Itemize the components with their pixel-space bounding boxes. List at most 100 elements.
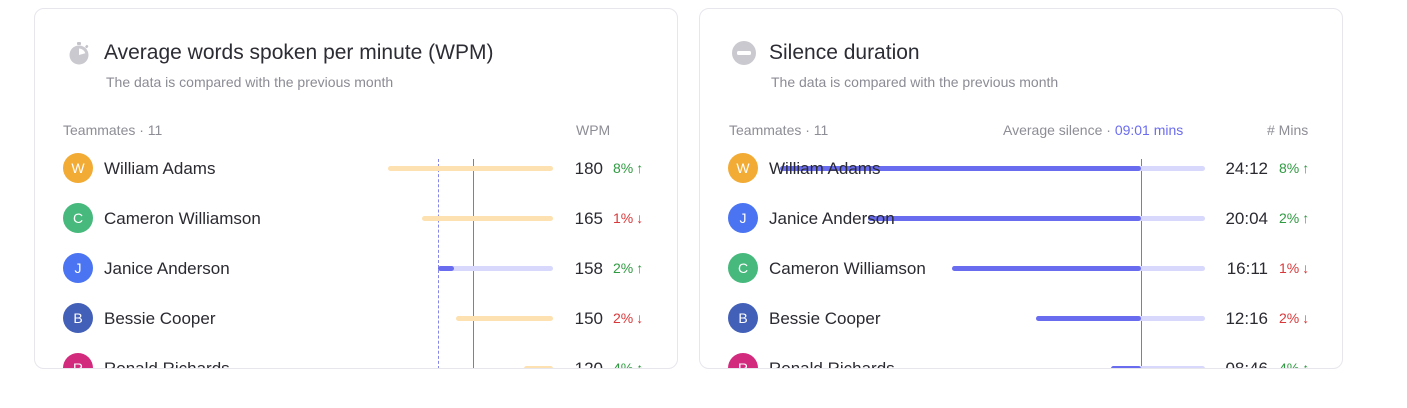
arrow-up-icon: ↑: [636, 160, 644, 176]
team-average-line: [473, 159, 474, 368]
teammate-name: Cameron Williamson: [104, 209, 261, 228]
avatar: C: [63, 203, 93, 233]
teammate-name: Bessie Cooper: [769, 309, 881, 328]
avatar: R: [63, 353, 93, 368]
wpm-column-header: WPM: [576, 122, 611, 138]
avatar: B: [63, 303, 93, 333]
teammate-name: William Adams: [769, 159, 881, 178]
change-badge: 4% ↑: [613, 360, 644, 369]
change-badge: 2% ↓: [1279, 310, 1309, 326]
teammate-name: Bessie Cooper: [104, 309, 216, 328]
teammate-name: Janice Anderson: [769, 209, 895, 228]
avatar: W: [728, 153, 758, 183]
arrow-up-icon: ↑: [1302, 210, 1310, 226]
teammate-name: Cameron Williamson: [769, 259, 926, 278]
arrow-up-icon: ↑: [1302, 360, 1310, 369]
change-badge: 2% ↑: [1279, 210, 1309, 226]
teammate-name: Ronald Richards: [104, 359, 230, 369]
change-percent: 2%: [1279, 210, 1300, 226]
metric-value: 150: [574, 309, 603, 328]
teammates-count: Teammates · 11: [63, 122, 163, 138]
avatar: J: [728, 203, 758, 233]
avatar: J: [63, 253, 93, 283]
metric-value: 08:46: [1225, 359, 1268, 369]
arrow-down-icon: ↓: [1302, 260, 1310, 276]
previous-average-line: [438, 159, 439, 368]
avatar: R: [728, 353, 758, 368]
change-percent: 8%: [1279, 160, 1300, 176]
wpm-bar: [523, 366, 553, 368]
card-title: Silence duration: [769, 41, 920, 64]
silence-bar-fill: [868, 216, 1141, 221]
mins-column-header: # Mins: [1267, 122, 1309, 138]
teammate-row[interactable]: C Cameron Williamson 16:11 1% ↓: [700, 249, 1342, 289]
wpm-bar-marker: [437, 266, 454, 271]
wpm-bar: [437, 266, 553, 271]
change-percent: 4%: [1279, 360, 1300, 369]
arrow-up-icon: ↑: [636, 360, 644, 369]
avatar: B: [728, 303, 758, 333]
teammate-name: Janice Anderson: [104, 259, 230, 278]
change-percent: 8%: [613, 160, 634, 176]
arrow-down-icon: ↓: [1302, 310, 1310, 326]
avatar: C: [728, 253, 758, 283]
metric-value: 158: [574, 259, 603, 278]
metric-value: 165: [574, 209, 603, 228]
change-percent: 2%: [1279, 310, 1300, 326]
wpm-bar: [388, 166, 553, 171]
change-badge: 8% ↑: [1279, 160, 1309, 176]
teammates-count: Teammates · 11: [729, 122, 829, 138]
metric-value: 24:12: [1225, 159, 1268, 178]
minus-circle-icon: [732, 41, 756, 65]
silence-bar-fill: [952, 266, 1141, 271]
arrow-up-icon: ↑: [636, 260, 644, 276]
silence-bar: [1111, 366, 1205, 368]
teammate-row[interactable]: B Bessie Cooper 150 2% ↓: [35, 299, 677, 339]
teammate-row[interactable]: W William Adams 180 8% ↑: [35, 149, 677, 189]
wpm-bar: [421, 216, 553, 221]
change-badge: 1% ↓: [1279, 260, 1309, 276]
change-badge: 1% ↓: [613, 210, 643, 226]
arrow-up-icon: ↑: [1302, 160, 1310, 176]
change-percent: 2%: [613, 310, 634, 326]
teammate-row[interactable]: C Cameron Williamson 165 1% ↓: [35, 199, 677, 239]
silence-bar-fill: [779, 166, 1141, 171]
silence-bar-fill: [1111, 366, 1141, 368]
metric-value: 12:16: [1225, 309, 1268, 328]
arrow-down-icon: ↓: [636, 210, 644, 226]
change-percent: 1%: [1279, 260, 1300, 276]
teammate-row[interactable]: B Bessie Cooper 12:16 2% ↓: [700, 299, 1342, 339]
metric-value: 16:11: [1226, 259, 1268, 278]
average-silence-label: Average silence ·: [1003, 122, 1115, 138]
change-badge: 2% ↓: [613, 310, 643, 326]
teammate-name: Ronald Richards: [769, 359, 895, 369]
stopwatch-icon: [69, 42, 89, 65]
change-percent: 1%: [613, 210, 634, 226]
change-badge: 8% ↑: [613, 160, 643, 176]
silence-bar-fill: [1036, 316, 1141, 321]
wpm-bar: [455, 316, 553, 321]
change-percent: 4%: [613, 360, 634, 369]
teammate-row[interactable]: R Ronald Richards 120 4% ↑: [35, 349, 677, 369]
silence-card: Silence duration The data is compared wi…: [699, 8, 1343, 369]
average-silence: Average silence · 09:01 mins: [1003, 122, 1183, 138]
card-title: Average words spoken per minute (WPM): [104, 41, 494, 64]
avatar: W: [63, 153, 93, 183]
metric-value: 20:04: [1225, 209, 1268, 228]
card-subtitle: The data is compared with the previous m…: [106, 74, 394, 90]
teammate-row[interactable]: R Ronald Richards 08:46 4% ↑: [700, 349, 1342, 369]
change-badge: 4% ↑: [1279, 360, 1310, 369]
card-subtitle: The data is compared with the previous m…: [771, 74, 1059, 90]
metric-value: 120: [574, 359, 603, 369]
average-silence-line: [1141, 159, 1142, 368]
change-badge: 2% ↑: [613, 260, 643, 276]
teammate-name: William Adams: [104, 159, 216, 178]
arrow-down-icon: ↓: [636, 310, 644, 326]
teammate-row[interactable]: W William Adams 24:12 8% ↑: [700, 149, 1342, 189]
teammate-row[interactable]: J Janice Anderson 20:04 2% ↑: [700, 199, 1342, 239]
average-silence-value: 09:01 mins: [1114, 122, 1184, 138]
change-percent: 2%: [613, 260, 634, 276]
wpm-card: Average words spoken per minute (WPM) Th…: [34, 8, 678, 369]
metric-value: 180: [574, 159, 603, 178]
teammate-row[interactable]: J Janice Anderson 158 2% ↑: [35, 249, 677, 289]
